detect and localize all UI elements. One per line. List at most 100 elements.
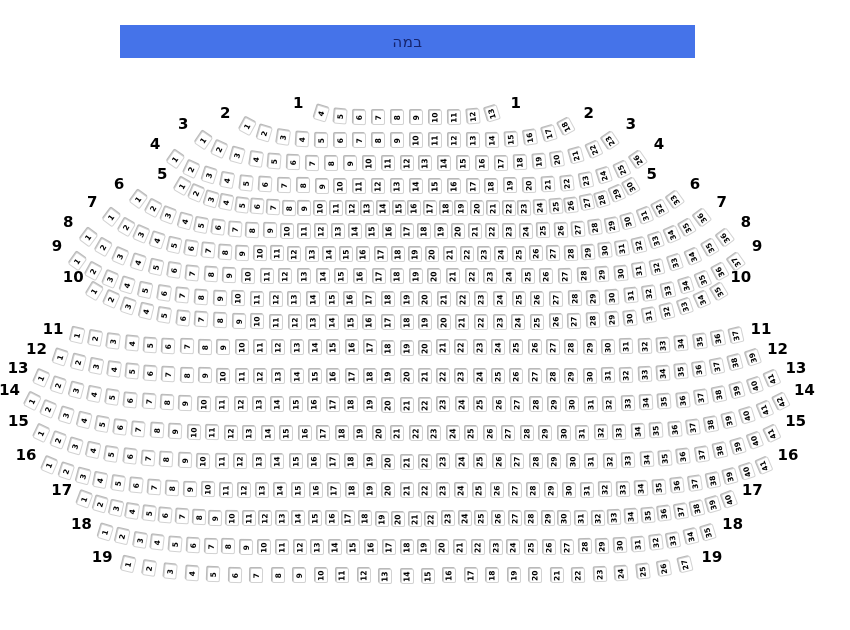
- seat-r17-s36[interactable]: 36: [657, 505, 672, 523]
- seat-r16-s7[interactable]: 7: [147, 479, 162, 496]
- seat-r19-s12[interactable]: 12: [357, 568, 371, 584]
- seat-r9-s35[interactable]: 35: [694, 269, 713, 289]
- seat-r7-s4[interactable]: 4: [149, 231, 167, 251]
- seat-r6-s13[interactable]: 13: [331, 223, 345, 239]
- seat-r2-s7[interactable]: 7: [352, 133, 366, 149]
- seat-r19-s21[interactable]: 21: [550, 568, 564, 584]
- seat-r13-s22[interactable]: 22: [418, 397, 432, 413]
- seat-r13-s31[interactable]: 31: [584, 396, 598, 413]
- seat-r16-s17[interactable]: 17: [328, 482, 342, 498]
- seat-r12-s5[interactable]: 5: [125, 363, 140, 380]
- seat-r2-s9[interactable]: 9: [390, 133, 404, 149]
- seat-r18-s14[interactable]: 14: [329, 539, 343, 555]
- seat-r14-s2[interactable]: 2: [40, 400, 58, 419]
- seat-r16-s11[interactable]: 11: [220, 482, 234, 498]
- seat-r16-s28[interactable]: 28: [526, 482, 540, 498]
- seat-r16-s30[interactable]: 30: [562, 482, 576, 498]
- seat-r14-s3[interactable]: 3: [57, 406, 75, 425]
- seat-r7-s16[interactable]: 16: [357, 246, 371, 262]
- seat-r18-s15[interactable]: 15: [347, 539, 361, 555]
- seat-r16-s21[interactable]: 21: [400, 483, 414, 498]
- seat-r4-s4[interactable]: 4: [220, 171, 236, 189]
- seat-r19-s18[interactable]: 18: [486, 568, 500, 584]
- seat-r7-s35[interactable]: 35: [678, 217, 698, 237]
- seat-r13-s7[interactable]: 7: [141, 393, 157, 410]
- seat-r10-s30[interactable]: 30: [623, 309, 638, 327]
- seat-r14-s15[interactable]: 15: [280, 425, 294, 441]
- seat-r1-s7[interactable]: 7: [371, 110, 385, 126]
- seat-r11-s34[interactable]: 34: [674, 335, 689, 352]
- seat-r5-s25[interactable]: 25: [549, 198, 564, 215]
- seat-r18-s13[interactable]: 13: [311, 539, 325, 555]
- seat-r8-s25[interactable]: 25: [521, 269, 535, 285]
- seat-r11-s28[interactable]: 28: [565, 340, 579, 356]
- seat-r10-s27[interactable]: 27: [568, 313, 582, 330]
- seat-r7-s24[interactable]: 24: [495, 246, 509, 262]
- seat-r19-s22[interactable]: 22: [572, 567, 586, 584]
- seat-r12-s25[interactable]: 25: [492, 368, 506, 384]
- seat-r8-s18[interactable]: 18: [391, 269, 405, 285]
- seat-r10-s17[interactable]: 17: [381, 314, 395, 330]
- seat-r15-s34[interactable]: 34: [640, 451, 654, 468]
- seat-r14-s32[interactable]: 32: [594, 425, 608, 441]
- seat-r11-s4[interactable]: 4: [124, 335, 140, 352]
- seat-r9-s36[interactable]: 36: [711, 261, 730, 281]
- seat-r11-s25[interactable]: 25: [510, 340, 524, 356]
- seat-r16-s14[interactable]: 14: [274, 482, 288, 498]
- seat-r13-s25[interactable]: 25: [474, 397, 488, 413]
- seat-r2-s3[interactable]: 3: [275, 129, 291, 147]
- seat-r13-s32[interactable]: 32: [603, 396, 617, 412]
- seat-r9-s2[interactable]: 2: [84, 261, 103, 281]
- seat-r9-s28[interactable]: 28: [568, 291, 582, 307]
- seat-r6-s31[interactable]: 31: [636, 206, 654, 226]
- seat-r4-s3[interactable]: 3: [201, 166, 218, 186]
- seat-r13-s11[interactable]: 11: [216, 396, 230, 413]
- seat-r15-s38[interactable]: 38: [712, 441, 729, 460]
- seat-r11-s2[interactable]: 2: [88, 330, 104, 348]
- seat-r19-s7[interactable]: 7: [249, 568, 264, 584]
- seat-r5-s5[interactable]: 5: [234, 197, 250, 214]
- seat-r8-s9[interactable]: 9: [223, 267, 237, 284]
- seat-r14-s12[interactable]: 12: [224, 425, 238, 441]
- seat-r14-s11[interactable]: 11: [206, 425, 220, 441]
- seat-r6-s3[interactable]: 3: [160, 206, 178, 226]
- seat-r18-s2[interactable]: 2: [114, 528, 131, 546]
- seat-r1-s6[interactable]: 6: [352, 110, 367, 126]
- seat-r11-s23[interactable]: 23: [473, 340, 487, 356]
- seat-r17-s31[interactable]: 31: [574, 510, 589, 527]
- seat-r4-s20[interactable]: 20: [523, 177, 537, 194]
- seat-r7-s30[interactable]: 30: [598, 242, 613, 259]
- seat-r18-s26[interactable]: 26: [542, 539, 557, 555]
- seat-r12-s21[interactable]: 21: [418, 369, 432, 384]
- seat-r6-s32[interactable]: 32: [651, 199, 670, 219]
- seat-r7-s8[interactable]: 8: [218, 244, 233, 261]
- seat-r17-s9[interactable]: 9: [209, 510, 223, 526]
- seat-r7-s18[interactable]: 18: [391, 246, 405, 262]
- seat-r8-s5[interactable]: 5: [148, 258, 164, 277]
- seat-r10-s29[interactable]: 29: [605, 311, 620, 328]
- seat-r10-s4[interactable]: 4: [138, 303, 155, 321]
- seat-r7-s11[interactable]: 11: [270, 246, 285, 262]
- seat-r6-s4[interactable]: 4: [176, 212, 194, 231]
- seat-r16-s38[interactable]: 38: [705, 471, 721, 490]
- seat-r4-s15[interactable]: 15: [428, 178, 442, 194]
- seat-r8-s29[interactable]: 29: [595, 266, 610, 283]
- seat-r11-s17[interactable]: 17: [363, 340, 377, 356]
- seat-r12-s13[interactable]: 13: [272, 368, 286, 384]
- seat-r4-s17[interactable]: 17: [466, 178, 480, 194]
- seat-r15-s16[interactable]: 16: [308, 454, 322, 470]
- seat-r18-s11[interactable]: 11: [275, 539, 289, 555]
- seat-r4-s23[interactable]: 23: [578, 171, 594, 189]
- seat-r15-s35[interactable]: 35: [658, 450, 673, 467]
- seat-r17-s19[interactable]: 19: [375, 511, 389, 527]
- seat-r18-s27[interactable]: 27: [560, 539, 574, 555]
- seat-r16-s33[interactable]: 33: [616, 481, 631, 497]
- seat-r7-s20[interactable]: 20: [426, 246, 440, 262]
- seat-r10-s19[interactable]: 19: [419, 314, 433, 330]
- seat-r13-s3[interactable]: 3: [68, 381, 85, 400]
- seat-r18-s20[interactable]: 20: [436, 539, 450, 555]
- seat-r5-s2[interactable]: 2: [187, 184, 206, 204]
- seat-r13-s20[interactable]: 20: [382, 397, 396, 413]
- seat-r9-s20[interactable]: 20: [419, 292, 433, 308]
- seat-r14-s6[interactable]: 6: [113, 418, 129, 436]
